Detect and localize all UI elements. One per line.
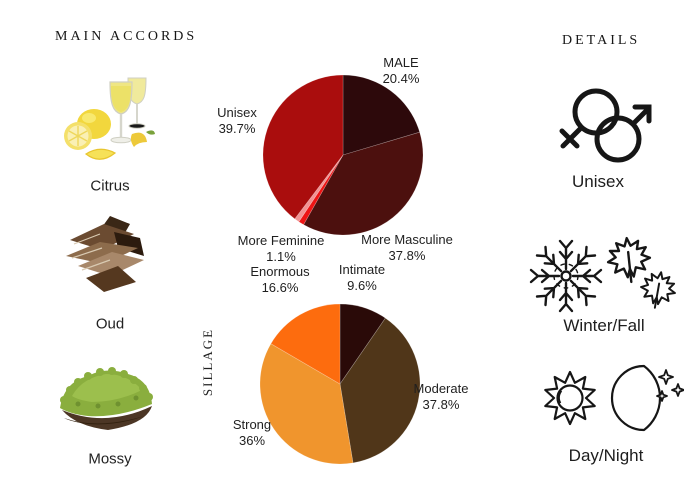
lemon-highlight [82,113,96,123]
front-glass [109,81,133,144]
mossy-accord-image [60,367,153,430]
maple-leaf-large [606,236,652,284]
pie-slice-intimate [339,304,386,386]
snowflake [529,239,603,313]
sillage-axis-label: SILLAGE [200,327,215,397]
male-symbol-arrow [630,104,652,127]
citrus-accord-image [64,77,155,160]
pie-label-name: More Feminine [237,233,325,248]
moss-texture-dots [75,395,139,409]
wood-chip [66,242,138,264]
unisex-gender-icon [559,88,652,163]
wood-chip [86,266,136,292]
female-symbol-cross [559,125,584,149]
detail-label-unisex: Unisex [572,172,624,191]
pie-label-name: Intimate [338,262,386,277]
wood-chip [78,252,144,276]
pie-slice-moderate [339,317,420,464]
pie-label-pct: 39.7% [218,121,256,136]
pie-label-more-feminine: More Feminine 1.1% [238,233,325,265]
pie-label-name: Unisex [217,105,257,120]
wood-chip [70,224,134,250]
main-accords-heading: MAIN ACCORDS [55,29,198,44]
accord-label-mossy: Mossy [88,450,132,468]
wood-chip [114,232,144,256]
pie-label-intimate: Intimate 9.6% [339,262,385,294]
pie-label-moderate: Moderate 37.8% [414,381,469,413]
pie-slice-more-masculine [303,131,423,235]
pie-label-name: MALE [383,55,419,70]
pie-label-more-masculine: More Masculine 37.8% [361,232,453,264]
lemon-half [64,122,92,150]
accord-label-oud: Oud [95,315,125,333]
moss-highlight [72,374,142,402]
details-heading: DETAILS [562,33,641,48]
pie-label-name: Enormous [250,264,310,279]
wood-grain-lines [71,233,111,271]
pie-label-pct: 20.4% [382,71,420,86]
lemon-peel [130,132,147,147]
sun [544,370,596,426]
accord-label-citrus: Citrus [90,177,130,195]
sillage-pie-chart [260,304,420,464]
bark-shadow [64,416,144,425]
pie-label-unisex: Unisex 39.7% [217,105,257,137]
lemon-wedge [84,148,117,160]
crescent-moon [610,364,662,432]
pie-slice-male [342,75,421,156]
pie-label-name: More Masculine [361,232,453,247]
snowflake-maple-leaves-icon [529,236,676,313]
lemon-leaf [146,130,155,135]
pie-slice-strong [260,343,354,464]
pie-slice-more-feminine [298,154,344,226]
maple-leaf-small [640,271,676,309]
pie-label-pct: 37.8% [388,248,426,263]
pie-label-enormous: Enormous 16.6% [250,264,309,296]
pie-label-name: Moderate [413,381,469,396]
pie-label-pct: 9.6% [347,278,377,293]
moss-fuzz [60,367,153,404]
sun-moon-icon [544,364,684,432]
pie-label-pct: 16.6% [261,280,299,295]
gender-pie-chart [263,75,423,235]
pie-label-strong: Strong 36% [233,417,271,449]
oud-accord-image [66,216,144,292]
pie-slice-unlabeled [294,154,344,223]
detail-label-winter-fall: Winter/Fall [563,316,645,335]
detail-label-day-night: Day/Night [568,446,644,465]
pie-label-pct: 36% [238,433,266,448]
pie-slice-enormous [270,304,341,385]
pie-label-pct: 1.1% [266,249,296,264]
stars [656,369,684,402]
pie-label-male: MALE 20.4% [383,55,420,87]
pie-label-pct: 37.8% [422,397,460,412]
pie-label-name: Strong [232,417,272,432]
bark-base [62,406,152,430]
pie-slice-unisex [263,75,344,220]
male-symbol-circle [594,115,642,163]
